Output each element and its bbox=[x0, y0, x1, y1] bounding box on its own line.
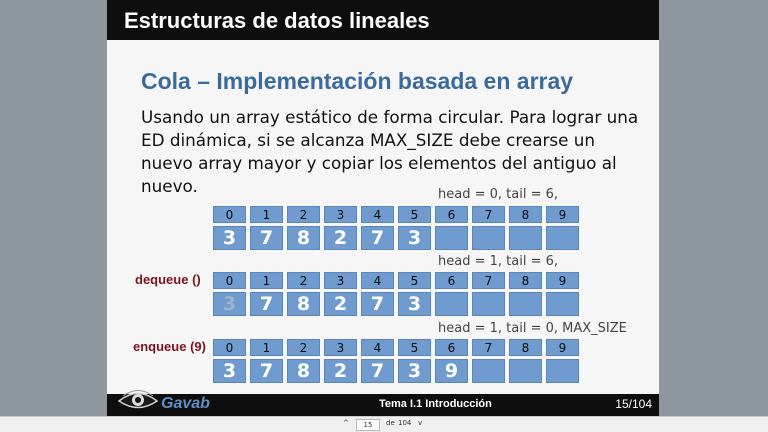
value-cell: 3 bbox=[213, 226, 246, 250]
index-cell: 9 bbox=[546, 339, 579, 356]
index-cell: 6 bbox=[435, 272, 468, 289]
index-cell: 5 bbox=[398, 206, 431, 223]
index-cell: 7 bbox=[472, 206, 505, 223]
value-cell bbox=[509, 292, 542, 316]
index-cell: 1 bbox=[250, 206, 283, 223]
value-cell bbox=[509, 226, 542, 250]
value-cell: 7 bbox=[250, 359, 283, 383]
next-page-button[interactable]: v bbox=[418, 419, 423, 427]
status-line-2: head = 1, tail = 6, bbox=[438, 254, 558, 269]
value-cell bbox=[546, 292, 579, 316]
index-cell: 3 bbox=[324, 339, 357, 356]
value-cell: 7 bbox=[250, 292, 283, 316]
slide-header-title: Estructuras de datos lineales bbox=[107, 0, 659, 40]
value-row-3: 3 7 8 2 7 3 9 bbox=[213, 359, 583, 383]
viewer-toolbar: ^ 15 de 104 v bbox=[0, 416, 768, 432]
index-cell: 6 bbox=[435, 206, 468, 223]
value-cell bbox=[435, 226, 468, 250]
value-cell: 2 bbox=[324, 226, 357, 250]
index-cell: 4 bbox=[361, 206, 394, 223]
value-cell bbox=[509, 359, 542, 383]
slide-subtitle: Cola – Implementación basada en array bbox=[141, 68, 574, 94]
value-cell: 9 bbox=[435, 359, 468, 383]
index-cell: 4 bbox=[361, 339, 394, 356]
value-cell: 3 bbox=[398, 292, 431, 316]
value-cell: 3 bbox=[213, 359, 246, 383]
index-cell: 6 bbox=[435, 339, 468, 356]
index-cell: 8 bbox=[509, 339, 542, 356]
index-cell: 3 bbox=[324, 206, 357, 223]
index-row-1: 0 1 2 3 4 5 6 7 8 9 bbox=[213, 206, 583, 223]
index-cell: 0 bbox=[213, 339, 246, 356]
index-cell: 0 bbox=[213, 206, 246, 223]
footer-topic: Tema I.1 Introducción bbox=[379, 398, 492, 410]
index-cell: 7 bbox=[472, 272, 505, 289]
previous-page-button[interactable]: ^ bbox=[343, 419, 349, 427]
value-cell: 2 bbox=[324, 359, 357, 383]
slide: Estructuras de datos lineales Cola – Imp… bbox=[107, 0, 659, 416]
page-number-input[interactable]: 15 bbox=[356, 419, 380, 431]
eye-logo-icon bbox=[117, 390, 159, 409]
value-cell bbox=[472, 226, 505, 250]
index-cell: 5 bbox=[398, 339, 431, 356]
logo-text: Gavab bbox=[161, 395, 210, 412]
value-cell bbox=[435, 292, 468, 316]
value-cell: 7 bbox=[361, 226, 394, 250]
value-row-2: 3 7 8 2 7 3 bbox=[213, 292, 583, 316]
index-cell: 0 bbox=[213, 272, 246, 289]
index-cell: 4 bbox=[361, 272, 394, 289]
value-cell: 8 bbox=[287, 359, 320, 383]
page-counter: 15/104 bbox=[615, 397, 652, 411]
value-cell: 7 bbox=[250, 226, 283, 250]
value-cell: 8 bbox=[287, 292, 320, 316]
enqueue-label: enqueue (9) bbox=[133, 339, 206, 354]
value-cell: 7 bbox=[361, 359, 394, 383]
index-cell: 9 bbox=[546, 206, 579, 223]
of-label: de bbox=[386, 419, 395, 427]
index-cell: 7 bbox=[472, 339, 505, 356]
index-cell: 1 bbox=[250, 339, 283, 356]
value-cell: 2 bbox=[324, 292, 357, 316]
index-cell: 3 bbox=[324, 272, 357, 289]
slide-body-text: Usando un array estático de forma circul… bbox=[141, 107, 639, 196]
value-cell bbox=[546, 359, 579, 383]
index-row-3: 0 1 2 3 4 5 6 7 8 9 bbox=[213, 339, 583, 356]
index-row-2: 0 1 2 3 4 5 6 7 8 9 bbox=[213, 272, 583, 289]
value-cell-dequeued: 3 bbox=[213, 292, 246, 316]
value-cell bbox=[472, 359, 505, 383]
value-cell: 3 bbox=[398, 359, 431, 383]
dequeue-label: dequeue () bbox=[135, 272, 201, 287]
index-cell: 5 bbox=[398, 272, 431, 289]
index-cell: 2 bbox=[287, 339, 320, 356]
slide-footer: Gavab Tema I.1 Introducción 15/104 bbox=[107, 390, 659, 416]
value-row-1: 3 7 8 2 7 3 bbox=[213, 226, 583, 250]
index-cell: 1 bbox=[250, 272, 283, 289]
value-cell bbox=[546, 226, 579, 250]
index-cell: 2 bbox=[287, 206, 320, 223]
index-cell: 8 bbox=[509, 206, 542, 223]
index-cell: 8 bbox=[509, 272, 542, 289]
value-cell bbox=[472, 292, 505, 316]
status-line-3: head = 1, tail = 0, MAX_SIZE bbox=[438, 321, 627, 336]
total-pages: 104 bbox=[398, 419, 412, 427]
value-cell: 8 bbox=[287, 226, 320, 250]
value-cell: 7 bbox=[361, 292, 394, 316]
index-cell: 2 bbox=[287, 272, 320, 289]
value-cell: 3 bbox=[398, 226, 431, 250]
status-line-1: head = 0, tail = 6, bbox=[438, 187, 558, 202]
index-cell: 9 bbox=[546, 272, 579, 289]
